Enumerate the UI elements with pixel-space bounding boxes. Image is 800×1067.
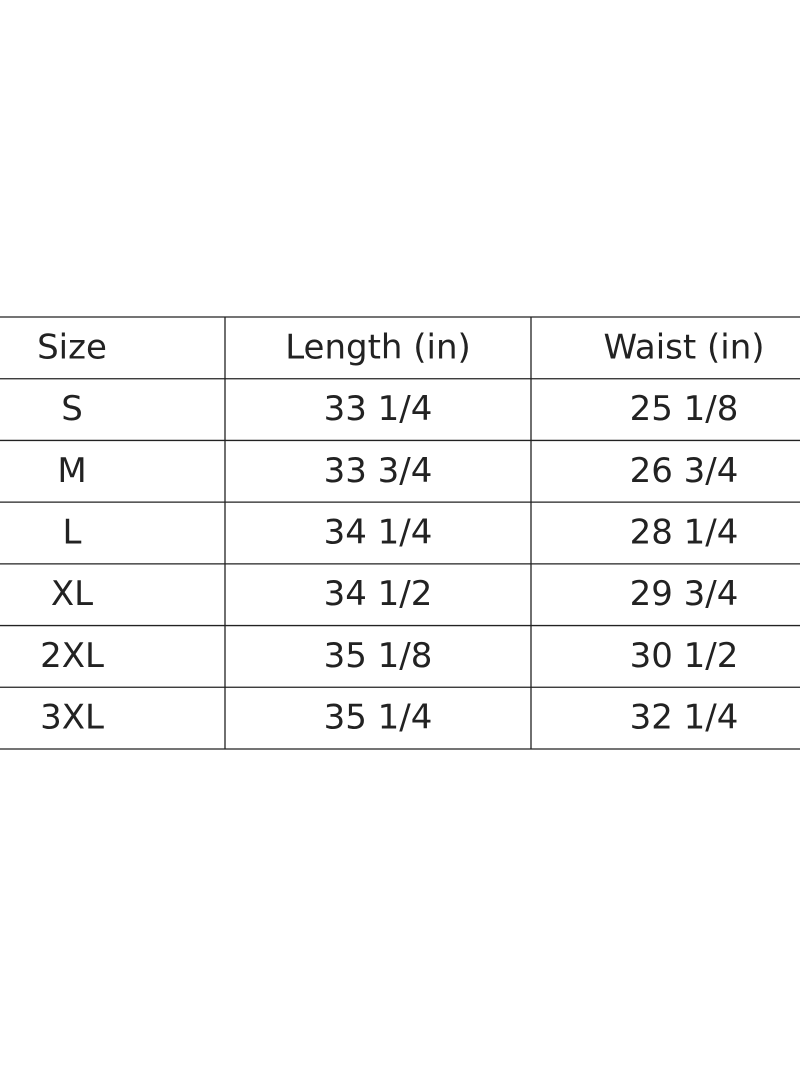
header-cell: Waist (in) — [603, 327, 764, 367]
cell: 35 1/4 — [324, 698, 433, 738]
cell: 33 3/4 — [324, 451, 433, 491]
cell: M — [57, 451, 86, 491]
cell: 2XL — [40, 636, 104, 676]
cell: 25 1/8 — [630, 389, 739, 429]
cell: S — [61, 389, 83, 429]
cell: 26 3/4 — [630, 451, 739, 491]
cell: 35 1/8 — [324, 636, 433, 676]
cell: XL — [51, 574, 93, 614]
cell: 29 3/4 — [630, 574, 739, 614]
cell: 34 1/4 — [324, 513, 433, 553]
cell: 34 1/2 — [324, 574, 433, 614]
cell: 32 1/4 — [630, 698, 739, 738]
cell: 3XL — [40, 698, 104, 738]
cell: 30 1/2 — [630, 636, 739, 676]
cell: 33 1/4 — [324, 389, 433, 429]
header-cell: Length (in) — [285, 327, 471, 367]
cell: 28 1/4 — [630, 513, 739, 553]
header-cell: Size — [37, 327, 107, 367]
cell: L — [63, 513, 82, 553]
